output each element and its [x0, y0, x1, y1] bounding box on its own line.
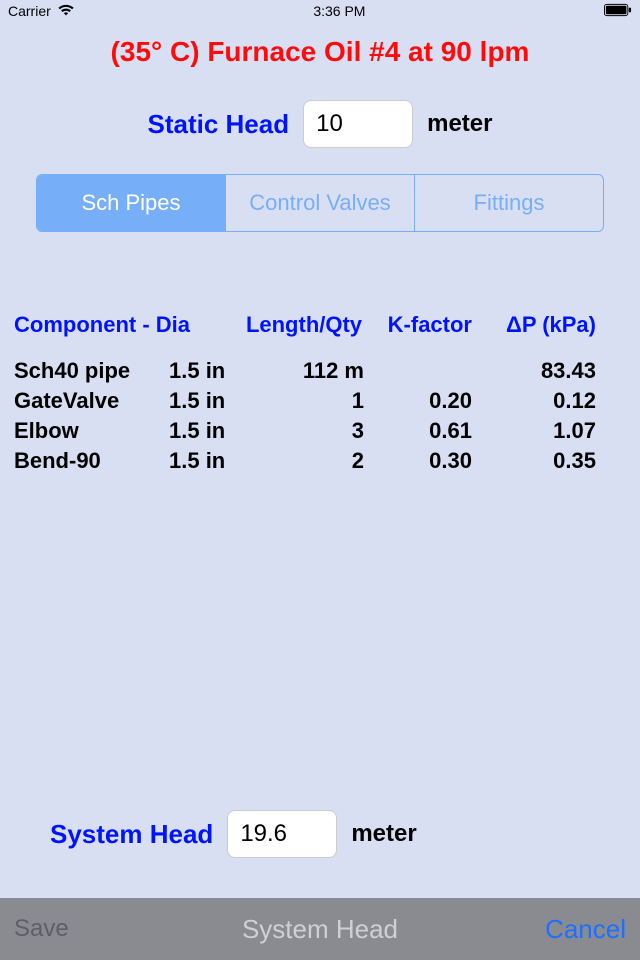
table-row: Bend-90 1.5 in 2 0.30 0.35 [14, 446, 626, 476]
segmented-control: Sch Pipes Control Valves Fittings [36, 174, 604, 232]
row-dp: 1.07 [484, 416, 604, 446]
system-head-input[interactable] [227, 810, 337, 858]
status-time: 3:36 PM [313, 3, 365, 19]
table-header: Component - Dia Length/Qty K-factor ΔP (… [14, 312, 626, 338]
row-k: 0.61 [374, 416, 484, 446]
row-dia: 1.5 in [169, 416, 244, 446]
header-length: Length/Qty [244, 312, 374, 338]
system-head-label: System Head [50, 819, 213, 850]
system-head-unit: meter [351, 820, 416, 848]
table-row: Sch40 pipe 1.5 in 112 m 83.43 [14, 356, 626, 386]
header-kfactor: K-factor [374, 312, 484, 338]
header-dp: ΔP (kPa) [484, 312, 604, 338]
row-name: Sch40 pipe [14, 356, 169, 386]
carrier-label: Carrier [8, 3, 51, 19]
row-len: 1 [244, 386, 374, 416]
table-row: GateValve 1.5 in 1 0.20 0.12 [14, 386, 626, 416]
page-title-row: (35° C) Furnace Oil #4 at 90 lpm [0, 22, 640, 72]
status-right [604, 3, 632, 20]
bottom-toolbar: Save System Head Cancel [0, 898, 640, 960]
tab-fittings[interactable]: Fittings [414, 175, 603, 231]
battery-icon [604, 3, 632, 20]
toolbar-title: System Head [242, 914, 398, 945]
row-k: 0.20 [374, 386, 484, 416]
status-left: Carrier [8, 3, 75, 20]
cancel-button[interactable]: Cancel [545, 914, 626, 945]
row-dp: 83.43 [484, 356, 604, 386]
row-dia: 1.5 in [169, 356, 244, 386]
components-table: Component - Dia Length/Qty K-factor ΔP (… [0, 312, 640, 476]
row-name: Elbow [14, 416, 169, 446]
static-head-row: Static Head meter [0, 100, 640, 148]
page-title: (35° C) Furnace Oil #4 at 90 lpm [111, 36, 530, 67]
row-dp: 0.12 [484, 386, 604, 416]
save-button: Save [14, 915, 69, 943]
row-name: Bend-90 [14, 446, 169, 476]
tab-control-valves[interactable]: Control Valves [225, 175, 414, 231]
header-component: Component - Dia [14, 312, 244, 338]
tab-sch-pipes[interactable]: Sch Pipes [37, 175, 225, 231]
status-bar: Carrier 3:36 PM [0, 0, 640, 22]
static-head-input[interactable] [303, 100, 413, 148]
row-name: GateValve [14, 386, 169, 416]
row-len: 2 [244, 446, 374, 476]
wifi-icon [57, 3, 75, 20]
static-head-unit: meter [427, 110, 492, 138]
system-head-row: System Head meter [0, 810, 640, 858]
static-head-label: Static Head [148, 109, 290, 140]
table-row: Elbow 1.5 in 3 0.61 1.07 [14, 416, 626, 446]
row-dia: 1.5 in [169, 386, 244, 416]
row-k: 0.30 [374, 446, 484, 476]
row-dia: 1.5 in [169, 446, 244, 476]
row-len: 3 [244, 416, 374, 446]
row-dp: 0.35 [484, 446, 604, 476]
row-len: 112 m [244, 356, 374, 386]
